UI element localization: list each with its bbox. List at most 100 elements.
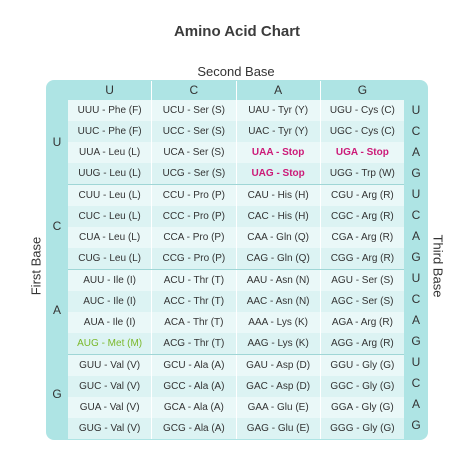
codon-cell: UCA - Ser (S)	[152, 142, 236, 163]
third-base-letter: C	[411, 124, 421, 138]
first-base-c: C	[52, 219, 62, 233]
codon-cell: AUU - Ile (I)	[68, 270, 152, 291]
second-base-column: UUU - Phe (F) UUC - Phe (F) UUA - Leu (L) U…	[68, 100, 153, 184]
codon-cell: UGG - Trp (W)	[320, 163, 404, 184]
codon-cell: UUG - Leu (L)	[68, 163, 152, 184]
third-base-letter: G	[411, 250, 421, 264]
codon-cell: AGU - Ser (S)	[320, 270, 404, 291]
codon-cell: GUG - Val (V)	[68, 418, 152, 439]
codon-cell: CCU - Pro (P)	[152, 185, 236, 206]
codon-cell: CAU - His (H)	[236, 185, 320, 206]
codon-cell: CAG - Gln (Q)	[236, 248, 320, 269]
codon-cell: GGC - Gly (G)	[320, 376, 404, 397]
third-base-letter: A	[411, 145, 420, 159]
first-base-block: UUU - Phe (F) UUC - Phe (F) UUA - Leu (L) U…	[68, 100, 404, 184]
first-base-block: AUU - Ile (I) AUC - Ile (I) AUA - Ile (I) A…	[68, 269, 404, 354]
codon-cell: UAG - Stop	[236, 163, 320, 184]
first-base-a: A	[52, 303, 61, 317]
second-base-column: CAU - His (H) CAC - His (H) CAA - Gln (Q) C…	[236, 185, 321, 269]
codon-cell: AGC - Ser (S)	[320, 291, 404, 312]
codon-cell: UAU - Tyr (Y)	[236, 100, 320, 121]
codon-cell: CGG - Arg (R)	[320, 248, 404, 269]
codon-cell: AAA - Lys (K)	[236, 312, 320, 333]
codon-cell: GAA - Glu (E)	[236, 397, 320, 418]
third-base-letter: G	[411, 334, 421, 348]
codon-cell: GCG - Ala (A)	[152, 418, 236, 439]
codon-cell: UAC - Tyr (Y)	[236, 121, 320, 142]
first-base-u: U	[52, 135, 62, 149]
codon-cell: CCC - Pro (P)	[152, 206, 236, 227]
third-base-letter: G	[411, 418, 421, 432]
third-base-label: Third Base	[430, 234, 446, 298]
codon-cell: AAU - Asn (N)	[236, 270, 320, 291]
codon-cell: UUC - Phe (F)	[68, 121, 152, 142]
codon-cell: CUA - Leu (L)	[68, 227, 152, 248]
codon-cell: UGA - Stop	[320, 142, 404, 163]
third-base-letter: A	[411, 397, 420, 411]
codon-cell: GAU - Asp (D)	[236, 355, 320, 376]
third-base-letter: U	[411, 187, 421, 201]
codon-cell: AUG - Met (M)	[68, 333, 152, 354]
codon-cell: ACA - Thr (T)	[152, 312, 236, 333]
second-base-label: Second Base	[197, 64, 275, 79]
third-base-letter: C	[411, 292, 421, 306]
codon-cell: UGU - Cys (C)	[320, 100, 404, 121]
first-base-column: U C A G	[46, 100, 68, 436]
second-base-column: ACU - Thr (T) ACC - Thr (T) ACA - Thr (T) A…	[152, 270, 237, 354]
codon-cell: CCG - Pro (P)	[152, 248, 236, 269]
second-base-column: CGU - Arg (R) CGC - Arg (R) CGA - Arg (R) C…	[320, 185, 404, 269]
codon-cell: GUC - Val (V)	[68, 376, 152, 397]
codon-cell: CGC - Arg (R)	[320, 206, 404, 227]
codon-cell: UUA - Leu (L)	[68, 142, 152, 163]
chart-title: Amino Acid Chart	[173, 23, 301, 40]
codon-cell: CGA - Arg (R)	[320, 227, 404, 248]
codon-cell: CUU - Leu (L)	[68, 185, 152, 206]
second-base-column: CUU - Leu (L) CUC - Leu (L) CUA - Leu (L) C…	[68, 185, 153, 269]
third-base-letter: G	[411, 166, 421, 180]
codon-cell: CUC - Leu (L)	[68, 206, 152, 227]
second-base-a: A	[236, 81, 321, 100]
codon-cell: GCC - Ala (A)	[152, 376, 236, 397]
codon-cell: UUU - Phe (F)	[68, 100, 152, 121]
codon-cell: UCC - Ser (S)	[152, 121, 236, 142]
second-base-c: C	[152, 81, 237, 100]
codon-cell: UAA - Stop	[236, 142, 320, 163]
first-base-block: GUU - Val (V) GUC - Val (V) GUA - Val (V) G…	[68, 354, 404, 439]
codon-cell: GCA - Ala (A)	[152, 397, 236, 418]
codon-cell: CUG - Leu (L)	[68, 248, 152, 269]
first-base-label: First Base	[28, 236, 44, 296]
codon-cell: GGA - Gly (G)	[320, 397, 404, 418]
third-base-letter: U	[411, 271, 421, 285]
third-base-letter: U	[411, 355, 421, 369]
second-base-g: G	[320, 81, 404, 100]
third-base-letter: A	[411, 313, 420, 327]
second-base-column: GAU - Asp (D) GAC - Asp (D) GAA - Glu (E) G…	[236, 355, 321, 439]
codon-cell: ACU - Thr (T)	[152, 270, 236, 291]
second-base-header: U C A G	[68, 81, 404, 100]
codon-cell: GUU - Val (V)	[68, 355, 152, 376]
codon-cell: AAG - Lys (K)	[236, 333, 320, 354]
second-base-column: UCU - Ser (S) UCC - Ser (S) UCA - Ser (S) U…	[152, 100, 237, 184]
second-base-column: GGU - Gly (G) GGC - Gly (G) GGA - Gly (G) G…	[320, 355, 404, 439]
third-base-letter: C	[411, 208, 421, 222]
second-base-column: GUU - Val (V) GUC - Val (V) GUA - Val (V) G…	[68, 355, 153, 439]
first-base-g: G	[52, 387, 62, 401]
third-base-letter: A	[411, 229, 420, 243]
third-base-letter: U	[411, 103, 421, 117]
second-base-column: GCU - Ala (A) GCC - Ala (A) GCA - Ala (A) G…	[152, 355, 237, 439]
codon-cell: CAA - Gln (Q)	[236, 227, 320, 248]
codon-cell: GAG - Glu (E)	[236, 418, 320, 439]
codon-cell: CCA - Pro (P)	[152, 227, 236, 248]
codon-cell: GGG - Gly (G)	[320, 418, 404, 439]
second-base-column: AGU - Ser (S) AGC - Ser (S) AGA - Arg (R) A…	[320, 270, 404, 354]
second-base-column: UAU - Tyr (Y) UAC - Tyr (Y) UAA - Stop UAG …	[236, 100, 321, 184]
second-base-u: U	[68, 81, 153, 100]
codon-cell: GUA - Val (V)	[68, 397, 152, 418]
codon-cell: UCU - Ser (S)	[152, 100, 236, 121]
codon-cell: AAC - Asn (N)	[236, 291, 320, 312]
second-base-column: UGU - Cys (C) UGC - Cys (C) UGA - Stop UGG …	[320, 100, 404, 184]
codon-cell: GGU - Gly (G)	[320, 355, 404, 376]
codon-cell: GAC - Asp (D)	[236, 376, 320, 397]
codon-cell: AGG - Arg (R)	[320, 333, 404, 354]
